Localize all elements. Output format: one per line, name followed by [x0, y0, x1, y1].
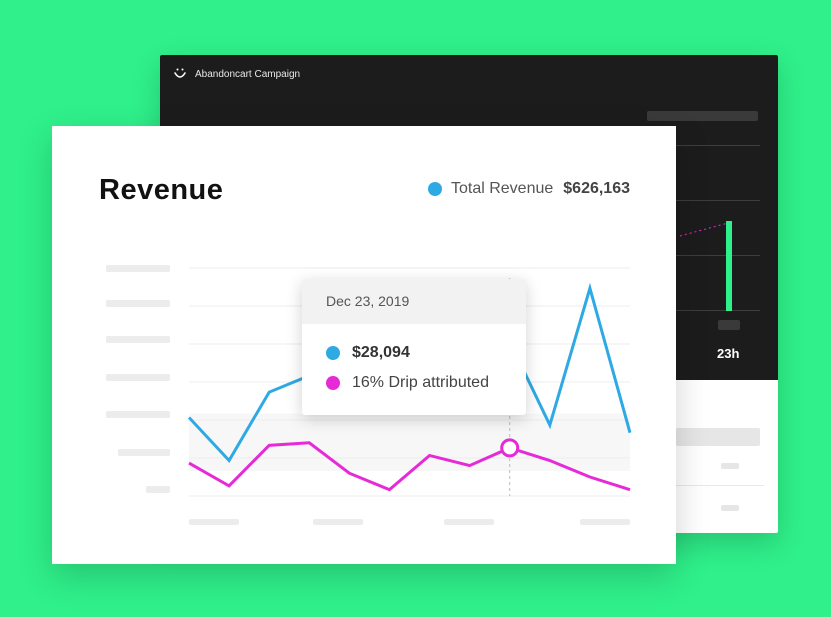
tooltip-dot-drip [326, 376, 340, 390]
x-tick-placeholder [313, 519, 363, 525]
gridline [676, 145, 760, 146]
y-tick-placeholder [106, 265, 170, 272]
campaign-title-row: Abandoncart Campaign [173, 67, 300, 81]
legend: Total Revenue $626,163 [427, 180, 630, 198]
bar-label-placeholder [718, 320, 740, 330]
x-tick-placeholder [580, 519, 630, 525]
chart-tooltip: Dec 23, 2019 $28,094 16% Drip attributed [302, 279, 526, 415]
table-divider [676, 485, 764, 486]
y-tick-placeholder [146, 486, 170, 493]
tooltip-revenue-value: $28,094 [352, 344, 410, 361]
table-cell-placeholder [721, 463, 739, 469]
highlight-point-drip-attributed [500, 438, 520, 458]
y-tick-placeholder [118, 449, 170, 456]
y-tick-placeholder [106, 411, 170, 418]
green-bar [726, 221, 732, 311]
legend-value: $626,163 [563, 180, 630, 197]
plot-area-shade [189, 413, 630, 471]
y-tick-placeholder [106, 374, 170, 381]
gridline [676, 310, 760, 311]
legend-dot-total-revenue [427, 182, 442, 196]
tooltip-date: Dec 23, 2019 [302, 279, 526, 324]
time-axis-label: 23h [717, 346, 740, 361]
tooltip-drip-row: 16% Drip attributed [302, 368, 526, 398]
campaign-title: Abandoncart Campaign [195, 68, 301, 80]
series-line-drip-attributed [188, 441, 631, 492]
revenue-card: Revenue Total Revenue $626,163 Dec 23, 2… [52, 126, 676, 564]
table-cell-placeholder [721, 505, 739, 511]
table-header-placeholder [676, 428, 760, 446]
gridline [676, 200, 760, 201]
chart-title: Revenue [99, 174, 224, 206]
header-placeholder [647, 111, 758, 121]
gridline [676, 255, 760, 256]
y-tick-placeholder [106, 336, 170, 343]
tooltip-dot-revenue [326, 346, 340, 360]
x-tick-placeholder [444, 519, 494, 525]
dotted-trend-line [680, 222, 729, 237]
tooltip-drip-label: 16% Drip attributed [352, 374, 489, 391]
tooltip-revenue-row: $28,094 [302, 338, 526, 368]
legend-label: Total Revenue [450, 180, 554, 197]
x-tick-placeholder [189, 519, 239, 525]
smile-icon [174, 68, 186, 78]
y-tick-placeholder [106, 300, 170, 307]
